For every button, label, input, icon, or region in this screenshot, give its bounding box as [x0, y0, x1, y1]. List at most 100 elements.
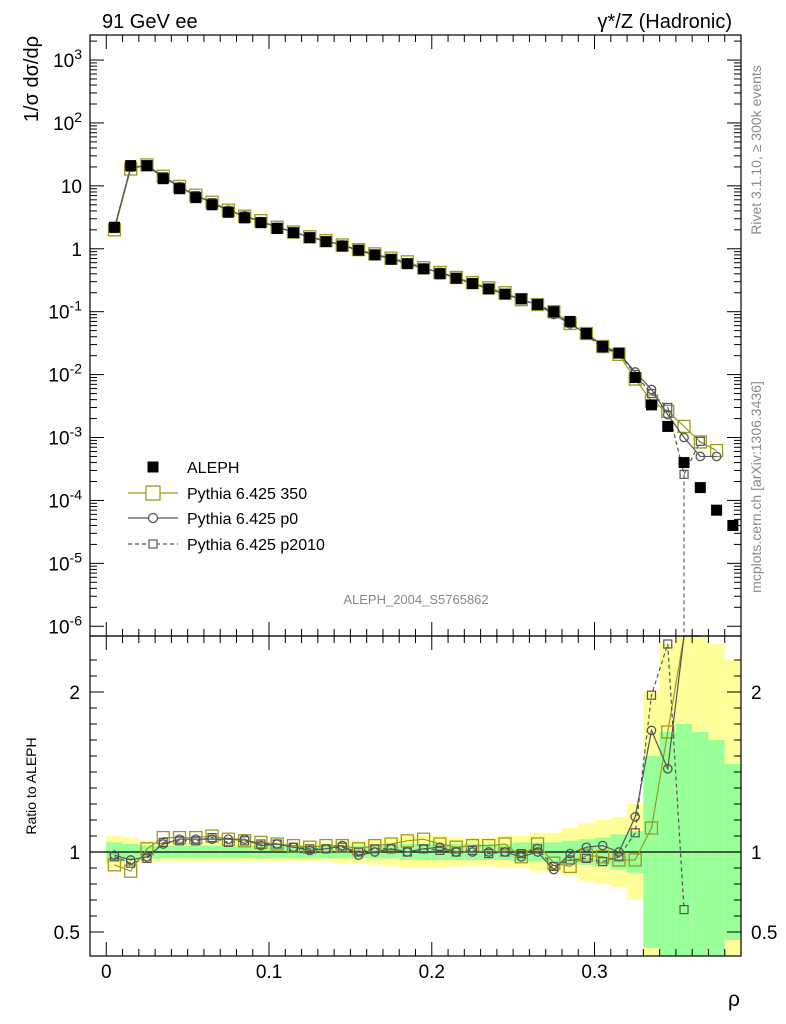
main-point-pythia-6-425-350	[579, 326, 594, 341]
ratio-uncertainty-bands	[106, 636, 741, 956]
main-point-aleph	[385, 253, 397, 265]
main-y-tick-label: 10	[61, 177, 82, 198]
ratio-point-pythia-6-425-p2010	[646, 690, 657, 700]
ratio-band-stat	[708, 740, 725, 956]
main-point-aleph	[548, 306, 560, 318]
ratio-point-pythia-6-425-p2010	[532, 844, 543, 854]
legend-marker-pythia-6-425-p2010	[148, 539, 158, 549]
main-point-aleph	[564, 315, 576, 327]
main-point-pythia-6-425-p0	[695, 451, 706, 462]
main-point-pythia-6-425-p2010	[695, 436, 705, 446]
main-point-aleph	[141, 160, 153, 172]
ratio-point-pythia-6-425-p2010	[256, 839, 266, 849]
main-point-aleph	[174, 183, 186, 195]
main-point-aleph	[711, 504, 723, 516]
main-point-aleph	[304, 232, 316, 244]
main-point-aleph	[287, 227, 299, 239]
main-point-aleph	[222, 206, 234, 218]
ratio-point-pythia-6-425-p2010	[109, 852, 120, 862]
main-y-tick-exponent: -2	[70, 361, 83, 377]
main-point-aleph	[597, 340, 609, 352]
main-point-aleph	[580, 328, 592, 340]
main-point-aleph	[727, 519, 739, 531]
main-y-tick-label: 10-6	[48, 612, 82, 638]
ratio-point-pythia-6-425-350	[498, 837, 512, 851]
main-point-pythia-6-425-p2010	[646, 388, 657, 399]
ratio-point-pythia-6-425-350	[596, 850, 610, 864]
main-point-pythia-6-425-p0	[662, 409, 673, 420]
main-point-aleph	[515, 293, 527, 305]
rivet-label: Rivet 3.1.10, ≥ 300k events	[748, 65, 764, 235]
ratio-point-pythia-6-425-p2010	[402, 847, 412, 857]
main-point-aleph	[239, 212, 251, 224]
main-y-tick-exponent: 3	[74, 46, 82, 62]
ratio-y-axis-label: Ratio to ALEPH	[23, 737, 39, 834]
ratio-point-pythia-6-425-p2010	[467, 845, 478, 856]
main-point-pythia-6-425-p0	[679, 432, 689, 443]
main-point-aleph	[190, 192, 202, 204]
ratio-point-pythia-6-425-p2010	[370, 844, 380, 854]
x-tick-label: 0.1	[256, 962, 282, 983]
ratio-point-pythia-6-425-350	[400, 834, 415, 848]
main-point-aleph	[206, 199, 218, 211]
ratio-line-pythia-6-425-p2010	[114, 643, 685, 910]
ratio-point-pythia-6-425-p2010	[126, 858, 136, 868]
ratio-y-tick-label: 0.5	[54, 923, 80, 944]
ratio-point-pythia-6-425-350	[384, 837, 398, 851]
ratio-point-pythia-6-425-350	[579, 848, 594, 862]
main-point-aleph	[271, 223, 283, 235]
x-tick-label: 0.2	[419, 962, 445, 983]
ratio-point-pythia-6-425-350	[449, 840, 463, 854]
main-y-tick-label: 10-3	[48, 424, 82, 450]
main-point-aleph	[613, 347, 625, 359]
x-axis-label: ρ	[728, 988, 740, 1011]
ratio-point-pythia-6-425-p2010	[516, 848, 526, 859]
ratio-point-pythia-6-425-p2010	[142, 853, 152, 864]
ratio-point-pythia-6-425-350	[530, 837, 545, 851]
ratio-point-pythia-6-425-350	[628, 853, 642, 867]
main-point-aleph	[466, 278, 478, 290]
ratio-band-stat	[675, 724, 693, 956]
x-tick-label: 0.3	[581, 962, 607, 983]
ratio-point-pythia-6-425-p2010	[207, 832, 217, 843]
ratio-point-pythia-6-425-350	[644, 821, 659, 835]
ratio-y-tick-label: 1	[69, 843, 80, 864]
main-y-tick-exponent: 2	[74, 109, 82, 125]
main-y-tick-exponent: -1	[70, 298, 83, 314]
main-y-axis-label: 1/σ dσ/dρ	[21, 36, 43, 122]
main-point-aleph	[320, 236, 332, 248]
main-y-tick-exponent: -5	[70, 549, 83, 565]
ratio-point-pythia-6-425-p0	[662, 763, 673, 774]
main-y-tick-label: 102	[53, 109, 82, 135]
ratio-point-pythia-6-425-p2010	[305, 844, 315, 854]
ratio-point-pythia-6-425-p2010	[598, 856, 608, 867]
legend-label-aleph: ALEPH	[187, 460, 239, 477]
main-point-aleph	[369, 249, 381, 261]
ratio-point-pythia-6-425-p2010	[191, 836, 201, 846]
ratio-point-pythia-6-425-p2010	[288, 842, 299, 852]
main-line-pythia-6-425-p2010	[113, 164, 701, 477]
main-plot	[107, 158, 739, 636]
main-y-tick-label: 10-2	[48, 361, 82, 387]
legend-marker-pythia-6-425-p0	[147, 512, 159, 524]
ratio-point-pythia-6-425-p2010	[321, 844, 331, 854]
main-y-tick-label: 103	[53, 46, 82, 72]
ratio-point-pythia-6-425-p2010	[272, 839, 282, 849]
main-point-aleph	[499, 288, 511, 300]
ratio-point-pythia-6-425-p2010	[158, 837, 168, 848]
ratio-y-tick-label-right: 2	[751, 683, 762, 704]
ratio-point-pythia-6-425-p2010	[679, 904, 689, 915]
main-point-aleph	[645, 399, 657, 411]
ratio-point-pythia-6-425-p2010	[484, 848, 494, 859]
ratio-band-stat	[692, 732, 709, 956]
main-point-aleph	[678, 457, 690, 469]
main-point-aleph	[255, 217, 267, 229]
main-point-pythia-6-425-350	[661, 404, 675, 419]
main-point-pythia-6-425-350	[693, 435, 707, 449]
ratio-point-pythia-6-425-p2010	[353, 847, 364, 857]
ratio-point-pythia-6-425-p2010	[500, 847, 510, 857]
ratio-point-pythia-6-425-p2010	[337, 842, 347, 852]
legend-label-pythia-6-425-p0: Pythia 6.425 p0	[187, 511, 298, 528]
ratio-band-stat	[659, 732, 676, 956]
main-point-aleph	[434, 268, 446, 280]
